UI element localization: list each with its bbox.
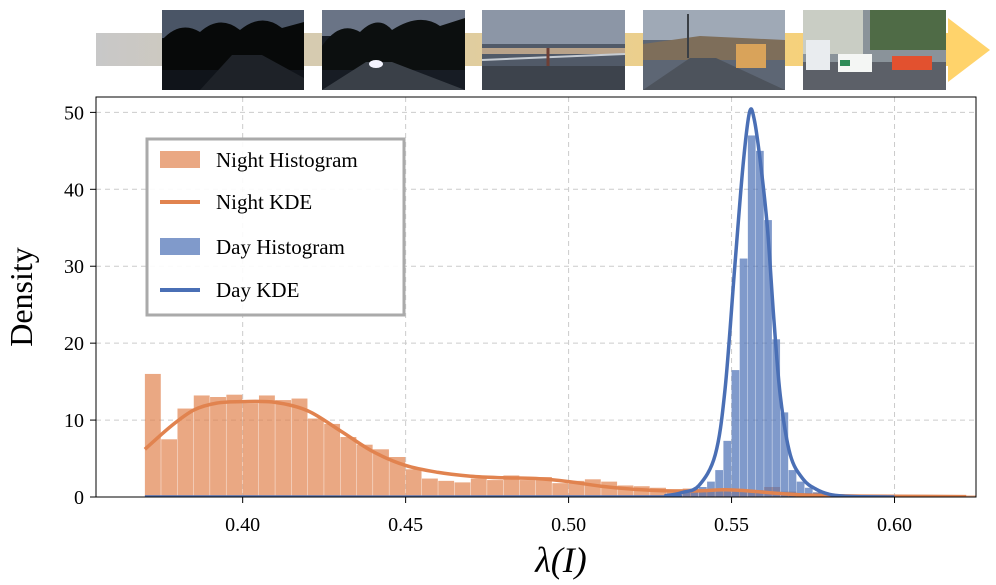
night-histogram-bar-23 — [519, 480, 536, 497]
night-histogram-bar-5 — [226, 394, 243, 497]
x-tick-label-3: 0.55 — [714, 514, 749, 536]
night-kde-line — [143, 399, 967, 497]
legend-box — [145, 137, 406, 317]
night-histogram-bar-19 — [454, 482, 471, 497]
day-histogram-bar-12 — [772, 339, 781, 497]
night-histogram-bar-4 — [210, 397, 226, 497]
x-tick-label-0: 0.40 — [225, 514, 260, 536]
plot-frame — [95, 96, 977, 498]
night-histogram — [144, 373, 976, 497]
day-histogram-bar-11 — [764, 220, 772, 497]
night-histogram-bar-1 — [161, 439, 178, 497]
night-histogram-bar-35 — [715, 491, 732, 497]
night-histogram-bar-20 — [470, 478, 487, 497]
day-histogram-bar-7 — [731, 370, 740, 497]
night-histogram-bar-17 — [421, 478, 438, 497]
night-histogram-bar-22 — [503, 475, 520, 497]
day-histogram-bar-8 — [739, 258, 748, 497]
night-histogram-bar-15 — [389, 457, 406, 497]
legend-swatch-day-histogram — [160, 238, 200, 255]
day-histogram-bar-10 — [756, 150, 764, 497]
y-tick-label-3: 30 — [64, 256, 84, 278]
legend-item-day-kde: Day KDE — [160, 278, 299, 302]
day-histogram-bar-15 — [796, 481, 805, 497]
legend-label-night-kde: Night KDE — [216, 190, 312, 214]
day-histogram-bar-9 — [747, 135, 756, 497]
day-histogram-bar-14 — [788, 470, 797, 497]
kde-lines — [143, 107, 967, 497]
night-histogram-bar-31 — [650, 487, 666, 497]
night-histogram-bar-34 — [698, 490, 715, 497]
night-histogram-bar-10 — [307, 418, 324, 497]
x-axis-ticks: 0.40 0.45 0.50 0.55 0.60 — [225, 497, 912, 536]
night-histogram-bar-18 — [438, 480, 455, 497]
scene-thumbnail-cloudy-road — [643, 10, 785, 90]
density-plot: 0.40 0.45 0.50 0.55 0.60 0 10 20 30 40 50 λ(I) De… — [3, 96, 977, 580]
day-histogram-bar-2 — [690, 489, 699, 497]
night-histogram-bar-30 — [633, 486, 650, 497]
x-tick-label-4: 0.60 — [877, 514, 912, 536]
y-tick-label-4: 40 — [64, 179, 84, 201]
day-night-progression-banner — [96, 10, 990, 90]
legend-label-day-histogram: Day Histogram — [216, 235, 345, 259]
night-histogram-bar-0 — [144, 373, 161, 497]
y-tick-label-5: 50 — [64, 102, 84, 124]
scene-thumbnail-daytime-street — [803, 10, 946, 90]
night-histogram-bar-2 — [177, 408, 194, 497]
scene-thumbnail-dusk-headlights — [322, 10, 465, 90]
night-histogram-bar-36 — [731, 491, 748, 497]
night-histogram-bar-13 — [356, 444, 373, 497]
day-histogram-bar-16 — [804, 487, 813, 497]
night-histogram-bar-29 — [617, 485, 634, 497]
night-histogram-bar-3 — [193, 395, 210, 497]
day-histogram-bar-6 — [723, 440, 732, 497]
x-tick-label-2: 0.50 — [551, 514, 586, 536]
night-histogram-bar-16 — [405, 469, 422, 497]
night-histogram-bar-8 — [275, 400, 292, 497]
night-histogram-bar-11 — [324, 423, 341, 497]
y-axis-label: Density — [3, 247, 39, 347]
y-tick-label-1: 10 — [64, 410, 84, 432]
y-tick-label-0: 0 — [74, 487, 84, 509]
progression-arrow-head — [948, 18, 990, 82]
night-histogram-bar-33 — [682, 488, 699, 497]
legend-label-day-kde: Day KDE — [216, 278, 299, 302]
night-histogram-bar-21 — [487, 480, 504, 497]
night-histogram-bar-27 — [584, 479, 601, 497]
day-histogram-bar-1 — [682, 491, 691, 497]
night-histogram-bar-37 — [747, 490, 764, 497]
y-tick-label-2: 20 — [64, 333, 84, 355]
night-histogram-bar-25 — [552, 483, 569, 497]
night-histogram-bar-9 — [291, 398, 308, 497]
day-kde-line — [144, 107, 895, 497]
x-axis-label: λ(I) — [534, 540, 587, 580]
night-histogram-bar-50 — [959, 495, 976, 497]
night-histogram-bar-12 — [340, 437, 357, 497]
legend-item-night-histogram: Night Histogram — [160, 148, 358, 172]
night-histogram-bar-14 — [373, 449, 389, 497]
day-histogram-bar-13 — [780, 412, 789, 497]
y-axis-ticks: 0 10 20 30 40 50 — [64, 102, 96, 509]
legend: Night Histogram Night KDE Day Histogram … — [145, 137, 406, 317]
legend-swatch-night-histogram — [160, 151, 200, 168]
night-histogram-bar-7 — [258, 395, 275, 497]
legend-label-night-histogram: Night Histogram — [216, 148, 358, 172]
x-tick-label-1: 0.45 — [388, 514, 423, 536]
scene-thumbnail-evening-bridge — [481, 10, 626, 90]
legend-item-day-histogram: Day Histogram — [160, 235, 345, 259]
night-histogram-bar-24 — [536, 477, 552, 497]
night-histogram-bar-6 — [242, 403, 259, 497]
legend-item-night-kde: Night KDE — [160, 190, 312, 214]
scene-thumbnail-night — [162, 10, 304, 90]
day-histogram-bar-5 — [715, 470, 724, 497]
